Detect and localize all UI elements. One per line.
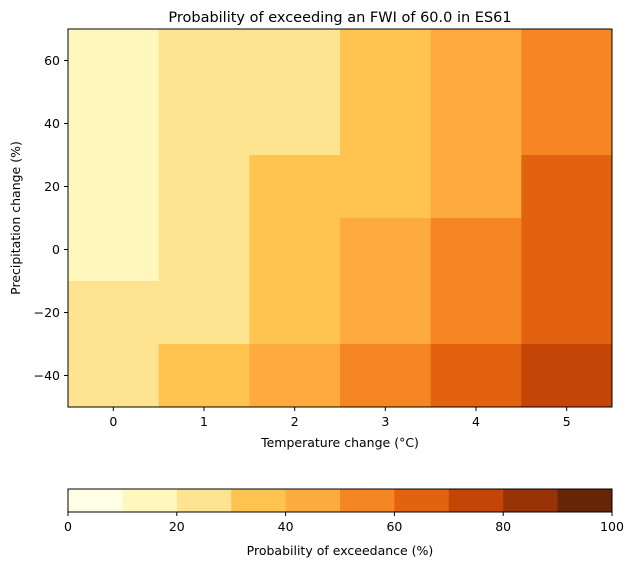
heatmap-cell — [158, 29, 250, 93]
colorbar-segment — [68, 489, 123, 512]
colorbar-segment — [176, 489, 232, 512]
heatmap-cell — [249, 29, 341, 93]
y-axis-label: Precipitation change (%) — [8, 141, 23, 295]
heatmap-cell — [521, 155, 613, 219]
y-tick-label: 60 — [44, 53, 60, 68]
heatmap-cell — [340, 92, 432, 156]
heatmap-cells — [68, 29, 613, 408]
colorbar-tick-label: 40 — [278, 519, 294, 534]
y-axis: −40 −20 0 20 40 60 — [34, 53, 68, 383]
heatmap-cell — [521, 218, 613, 282]
heatmap-cell — [249, 344, 341, 408]
heatmap-cell — [158, 281, 250, 345]
heatmap-cell — [68, 92, 160, 156]
plot-frame — [67, 28, 613, 408]
colorbar-frame — [67, 488, 613, 513]
colorbar-segment — [122, 489, 178, 512]
y-tick-label: 40 — [44, 116, 60, 131]
heatmap-cell — [158, 155, 250, 219]
x-tick-label: 4 — [472, 414, 480, 429]
colorbar-segment — [231, 489, 287, 512]
colorbar — [68, 489, 613, 512]
heatmap-cell — [249, 92, 341, 156]
x-axis-label: Temperature change (°C) — [260, 435, 419, 450]
colorbar-tick-label: 20 — [169, 519, 185, 534]
colorbar-label: Probability of exceedance (%) — [247, 543, 434, 558]
heatmap-cell — [430, 155, 522, 219]
heatmap-cell — [521, 344, 613, 408]
colorbar-segment — [448, 489, 504, 512]
colorbar-segment — [557, 489, 613, 512]
heatmap-cell — [158, 344, 250, 408]
heatmap-cell — [249, 218, 341, 282]
colorbar-segment — [285, 489, 341, 512]
heatmap-cell — [340, 281, 432, 345]
heatmap-cell — [68, 344, 160, 408]
heatmap-cell — [430, 92, 522, 156]
x-tick-label: 1 — [200, 414, 208, 429]
x-tick-label: 5 — [563, 414, 571, 429]
heatmap-cell — [68, 281, 160, 345]
y-tick-label: −20 — [34, 305, 60, 320]
colorbar-segment — [394, 489, 450, 512]
colorbar-segment — [503, 489, 559, 512]
y-tick-label: 20 — [44, 179, 60, 194]
heatmap-cell — [521, 29, 613, 93]
heatmap-cell — [521, 92, 613, 156]
heatmap-cell — [340, 218, 432, 282]
colorbar-segment — [340, 489, 395, 512]
x-tick-label: 2 — [291, 414, 299, 429]
heatmap-cell — [158, 92, 250, 156]
heatmap-cell — [340, 344, 432, 408]
heatmap-cell — [68, 218, 160, 282]
heatmap-cell — [68, 29, 160, 93]
colorbar-tick-label: 80 — [495, 519, 511, 534]
heatmap-cell — [430, 218, 522, 282]
x-axis: 0 1 2 3 4 5 — [109, 407, 571, 429]
heatmap-cell — [340, 29, 432, 93]
y-tick-label: 0 — [52, 242, 60, 257]
heatmap-cell — [430, 29, 522, 93]
heatmap-cell — [158, 218, 250, 282]
colorbar-tick-label: 0 — [64, 519, 72, 534]
x-tick-label: 3 — [381, 414, 389, 429]
heatmap-cell — [430, 344, 522, 408]
heatmap-cell — [521, 281, 613, 345]
heatmap-cell — [430, 281, 522, 345]
colorbar-axis: 0 20 40 60 80 100 — [64, 512, 624, 534]
chart-title: Probability of exceeding an FWI of 60.0 … — [168, 10, 511, 26]
y-tick-label: −40 — [34, 368, 60, 383]
colorbar-tick-label: 60 — [386, 519, 402, 534]
heatmap-cell — [340, 155, 432, 219]
heatmap-cell — [249, 155, 341, 219]
heatmap-cell — [249, 281, 341, 345]
x-tick-label: 0 — [109, 414, 117, 429]
colorbar-tick-label: 100 — [600, 519, 624, 534]
heatmap-cell — [68, 155, 160, 219]
